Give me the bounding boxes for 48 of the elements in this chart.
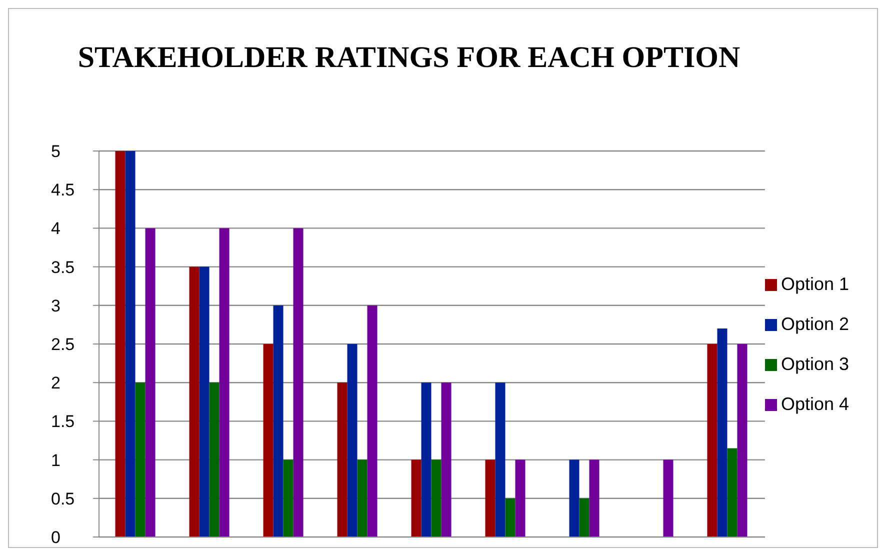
legend-label: Option 1 xyxy=(780,274,849,294)
bar xyxy=(367,305,378,537)
y-tick-label: 2 xyxy=(51,374,60,393)
y-tick-label: 1.5 xyxy=(51,412,75,432)
y-tick-label: 5 xyxy=(51,142,60,162)
legend-label: Option 3 xyxy=(780,354,849,374)
bar xyxy=(273,305,284,537)
bar xyxy=(663,460,674,537)
chart-title: STAKEHOLDER RATINGS FOR EACH OPTION xyxy=(76,40,742,76)
bar xyxy=(189,266,200,537)
bar xyxy=(421,382,432,537)
bar xyxy=(589,460,600,537)
y-tick-label: 1 xyxy=(51,450,60,470)
bar xyxy=(737,344,748,537)
bar xyxy=(263,344,274,537)
bar xyxy=(219,228,230,537)
bar xyxy=(337,382,348,537)
bar xyxy=(283,460,294,537)
bar xyxy=(115,151,126,537)
bar xyxy=(441,382,452,537)
bar xyxy=(209,382,220,537)
bar xyxy=(717,328,728,537)
bar xyxy=(293,228,304,537)
legend-label: Option 2 xyxy=(780,314,849,334)
bar xyxy=(579,498,590,537)
bar xyxy=(727,448,738,537)
y-tick-label: 2.5 xyxy=(51,335,75,354)
bar xyxy=(707,344,718,537)
bar xyxy=(505,498,516,537)
y-tick-label: 0 xyxy=(51,528,60,548)
bar xyxy=(347,344,358,537)
y-tick-label: 4 xyxy=(51,219,60,238)
legend-label: Option 4 xyxy=(780,394,849,414)
bar xyxy=(135,382,146,537)
bar xyxy=(495,382,506,537)
y-tick-label: 3 xyxy=(51,296,60,316)
bar xyxy=(357,460,368,537)
bar xyxy=(411,460,422,537)
y-tick-label: 0.5 xyxy=(51,489,75,508)
bar xyxy=(199,266,210,537)
y-tick-label: 3.5 xyxy=(51,258,75,277)
bar xyxy=(431,460,442,537)
bar xyxy=(125,151,136,537)
bar xyxy=(485,460,496,537)
y-tick-label: 4.5 xyxy=(51,180,75,200)
bar xyxy=(145,228,156,537)
bar xyxy=(515,460,526,537)
bar xyxy=(569,460,580,537)
